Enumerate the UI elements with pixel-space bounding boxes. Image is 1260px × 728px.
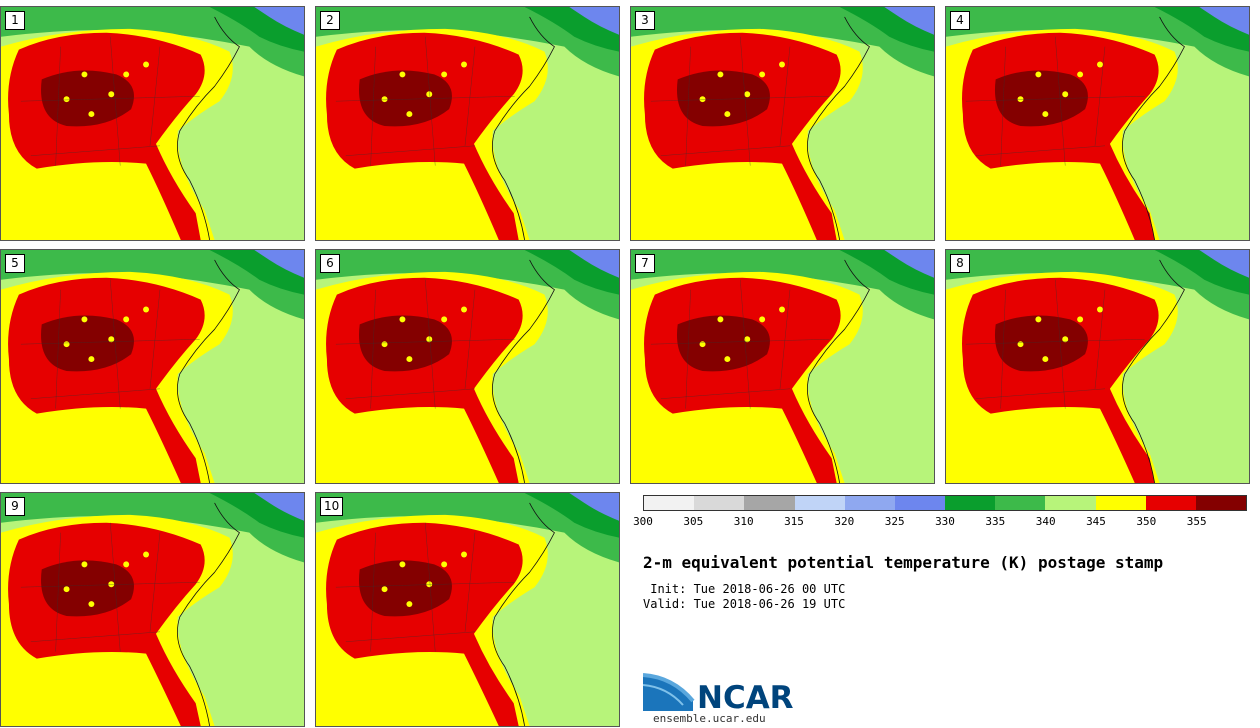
member-number-label: 6 [320, 254, 340, 273]
member-number-label: 10 [320, 497, 344, 516]
colorbar-ticks: 300 305 310 315 320 325 330 335 340 345 350 355 [0, 515, 1260, 531]
member-number-label: 8 [950, 254, 970, 273]
theta-e-map [316, 250, 619, 483]
init-time: Init: Tue 2018-06-26 00 UTC [643, 582, 846, 596]
colorbar-tick-label: 330 [935, 515, 955, 528]
theta-e-map [631, 7, 934, 240]
ensemble-member-panel: 10 [315, 492, 620, 727]
ncar-logo-icon [643, 673, 695, 711]
ensemble-member-panel: 3 [630, 6, 935, 241]
member-number-label: 1 [5, 11, 25, 30]
colorbar-tick-label: 310 [733, 515, 754, 528]
ensemble-member-panel: 7 [630, 249, 935, 484]
valid-time: Valid: Tue 2018-06-26 19 UTC [643, 597, 846, 611]
theta-e-map [946, 250, 1249, 483]
ensemble-member-panel: 2 [315, 6, 620, 241]
theta-e-map [316, 493, 619, 726]
colorbar-tick-label: 315 [784, 515, 804, 528]
colorbar-tick-label: 340 [1035, 515, 1056, 528]
colorbar-tick-label: 345 [1086, 515, 1106, 528]
colorbar-segment [644, 496, 695, 510]
member-number-label: 4 [950, 11, 970, 30]
colorbar-segment [794, 496, 845, 510]
colorbar-tick-label: 355 [1186, 515, 1207, 528]
member-number-label: 5 [5, 254, 25, 273]
colorbar-segment [894, 496, 946, 510]
colorbar-segment [945, 496, 996, 510]
ensemble-member-panel: 4 [945, 6, 1250, 241]
colorbar-segment [1095, 496, 1146, 510]
logo-url: ensemble.ucar.edu [653, 712, 766, 725]
theta-e-map [1, 7, 304, 240]
theta-e-map [1, 250, 304, 483]
colorbar-tick-label: 350 [1136, 515, 1157, 528]
theta-e-map [316, 7, 619, 240]
member-number-label: 7 [635, 254, 655, 273]
theta-e-map [946, 7, 1249, 240]
ensemble-member-panel: 9 [0, 492, 305, 727]
colorbar-segment [1195, 496, 1247, 510]
figure-title: 2-m equivalent potential temperature (K)… [643, 553, 1164, 572]
colorbar-tick-label: 305 [683, 515, 704, 528]
ensemble-member-panel: 8 [945, 249, 1250, 484]
colorbar-tick-label: 325 [884, 515, 905, 528]
ensemble-member-panel: 6 [315, 249, 620, 484]
colorbar-segment [1045, 496, 1096, 510]
theta-e-map [631, 250, 934, 483]
member-number-label: 2 [320, 11, 340, 30]
colorbar-segment [844, 496, 895, 510]
colorbar-tick-label: 320 [834, 515, 855, 528]
colorbar [643, 495, 1247, 511]
colorbar-tick-label: 335 [985, 515, 1006, 528]
colorbar-segment [694, 496, 745, 510]
member-number-label: 3 [635, 11, 655, 30]
theta-e-map [1, 493, 304, 726]
ncar-logo-text: NCAR [697, 680, 794, 716]
colorbar-segment [995, 496, 1046, 510]
colorbar-segment [744, 496, 795, 510]
ensemble-member-panel: 1 [0, 6, 305, 241]
ensemble-member-panel: 5 [0, 249, 305, 484]
colorbar-segment [1145, 496, 1196, 510]
member-number-label: 9 [5, 497, 25, 516]
colorbar-tick-label: 300 [633, 515, 653, 528]
